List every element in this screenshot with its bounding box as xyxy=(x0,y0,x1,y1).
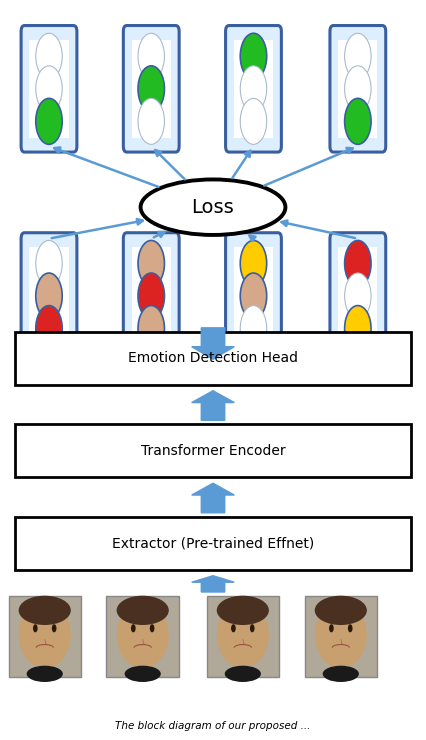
Ellipse shape xyxy=(19,602,71,668)
Circle shape xyxy=(345,33,371,79)
Circle shape xyxy=(345,66,371,112)
Circle shape xyxy=(329,625,334,632)
Circle shape xyxy=(240,98,267,144)
FancyBboxPatch shape xyxy=(123,233,179,360)
Ellipse shape xyxy=(225,666,261,682)
Bar xyxy=(338,247,377,345)
Text: Loss: Loss xyxy=(192,198,234,217)
Ellipse shape xyxy=(217,602,269,668)
Circle shape xyxy=(240,66,267,112)
Bar xyxy=(29,247,69,345)
Bar xyxy=(234,40,273,138)
Polygon shape xyxy=(192,391,234,420)
Circle shape xyxy=(36,66,62,112)
Circle shape xyxy=(138,240,164,286)
Bar xyxy=(15,332,411,385)
Bar xyxy=(15,424,411,477)
Circle shape xyxy=(345,98,371,144)
Ellipse shape xyxy=(124,666,161,682)
Circle shape xyxy=(250,625,255,632)
Polygon shape xyxy=(192,483,234,513)
Bar xyxy=(106,596,179,677)
Circle shape xyxy=(138,306,164,352)
Ellipse shape xyxy=(322,666,359,682)
Circle shape xyxy=(240,306,267,352)
Bar xyxy=(29,40,69,138)
Bar xyxy=(338,40,377,138)
Text: The block diagram of our proposed ...: The block diagram of our proposed ... xyxy=(115,721,311,731)
Circle shape xyxy=(240,273,267,319)
Text: Emotion Detection Head: Emotion Detection Head xyxy=(128,352,298,365)
Circle shape xyxy=(36,33,62,79)
Ellipse shape xyxy=(117,602,169,668)
Ellipse shape xyxy=(315,602,367,668)
Circle shape xyxy=(36,306,62,352)
FancyBboxPatch shape xyxy=(330,26,386,152)
Circle shape xyxy=(345,273,371,319)
Circle shape xyxy=(345,240,371,286)
Ellipse shape xyxy=(117,596,169,625)
Circle shape xyxy=(52,625,57,632)
Text: Transformer Encoder: Transformer Encoder xyxy=(141,444,285,457)
Bar xyxy=(15,517,411,570)
FancyBboxPatch shape xyxy=(21,26,77,152)
Circle shape xyxy=(138,273,164,319)
Circle shape xyxy=(36,273,62,319)
Circle shape xyxy=(240,240,267,286)
Bar xyxy=(9,596,81,677)
Bar xyxy=(132,247,171,345)
FancyBboxPatch shape xyxy=(123,26,179,152)
Circle shape xyxy=(240,33,267,79)
Circle shape xyxy=(345,306,371,352)
Circle shape xyxy=(138,98,164,144)
Circle shape xyxy=(138,66,164,112)
Circle shape xyxy=(231,625,236,632)
Circle shape xyxy=(150,625,155,632)
Circle shape xyxy=(348,625,353,632)
Ellipse shape xyxy=(141,180,285,235)
Bar xyxy=(234,247,273,345)
Bar xyxy=(207,596,279,677)
Polygon shape xyxy=(192,328,234,360)
Ellipse shape xyxy=(315,596,367,625)
Circle shape xyxy=(36,240,62,286)
Ellipse shape xyxy=(217,596,269,625)
Circle shape xyxy=(36,98,62,144)
Bar xyxy=(305,596,377,677)
FancyBboxPatch shape xyxy=(225,233,281,360)
Circle shape xyxy=(131,625,135,632)
Polygon shape xyxy=(192,576,234,592)
Ellipse shape xyxy=(26,666,63,682)
Bar xyxy=(132,40,171,138)
Text: Extractor (Pre-trained Effnet): Extractor (Pre-trained Effnet) xyxy=(112,536,314,550)
Circle shape xyxy=(138,33,164,79)
Ellipse shape xyxy=(19,596,71,625)
FancyBboxPatch shape xyxy=(225,26,281,152)
FancyBboxPatch shape xyxy=(21,233,77,360)
Circle shape xyxy=(33,625,37,632)
FancyBboxPatch shape xyxy=(330,233,386,360)
